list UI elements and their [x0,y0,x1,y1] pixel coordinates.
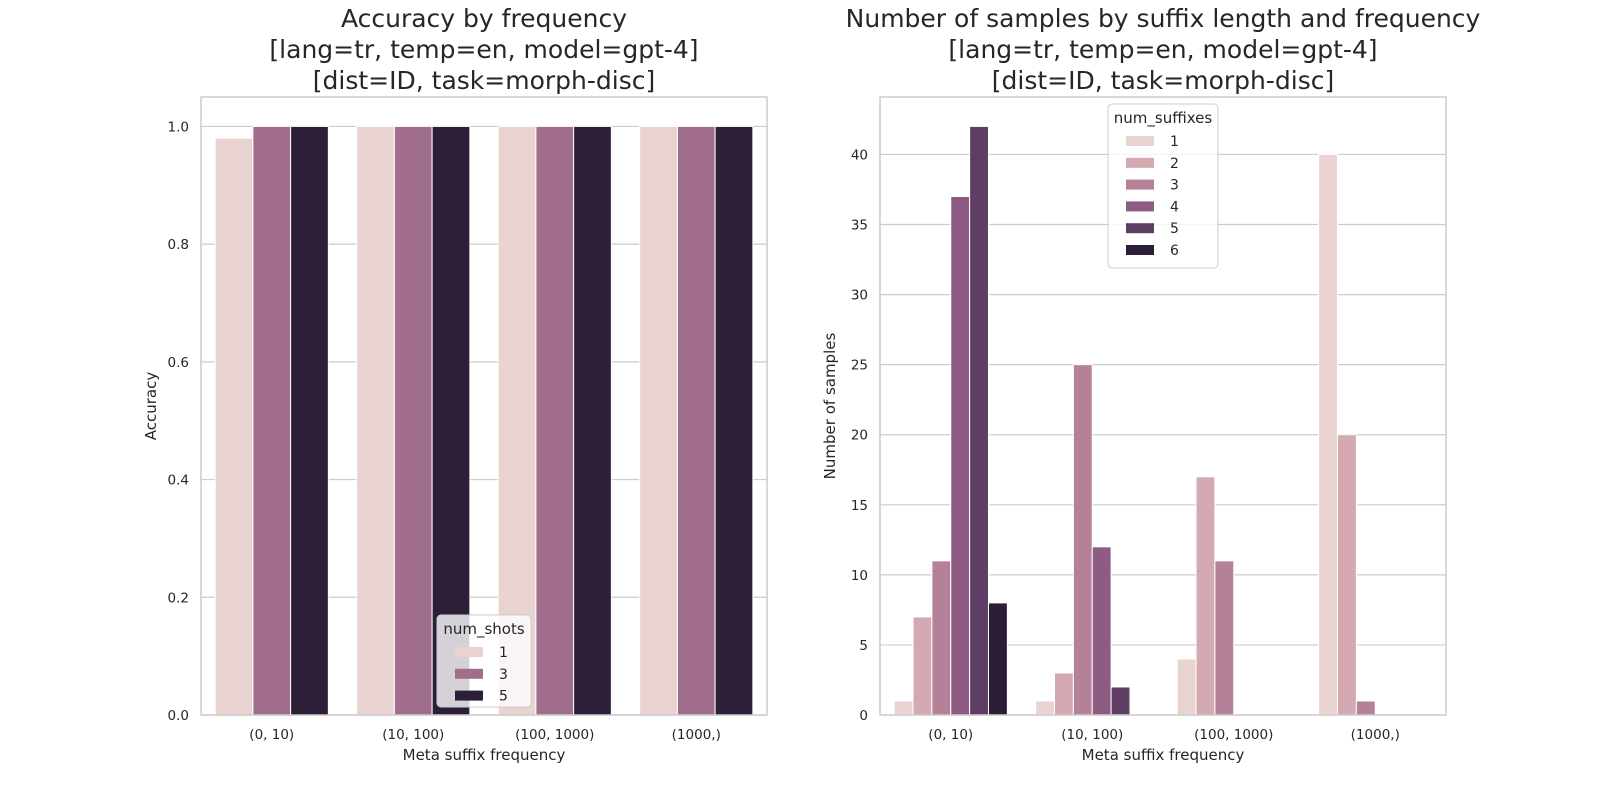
bar-series-4-cat-1 [1091,546,1112,716]
legend-label-1: 1 [499,645,508,661]
y-tick-label: 0.0 [168,708,189,724]
chart-title: Accuracy by frequency [lang=tr, temp=en, … [269,4,698,95]
chart-title-line: [lang=tr, temp=en, model=gpt-4] [948,35,1377,64]
y-tick-label: 40 [851,147,868,163]
x-tick-label: (0, 10) [928,727,973,743]
bar-series-1-cat-3 [639,125,678,716]
legend-title: num_shots [443,620,525,639]
legend-swatch-5 [455,690,483,701]
bar-series-1-cat-1 [1035,700,1056,716]
y-tick-label: 0 [859,708,868,724]
bar-series-3-cat-3 [676,125,716,716]
y-axis-label: Accuracy [142,372,160,441]
y-tick-label: 20 [851,428,868,444]
legend-label-6: 6 [1170,243,1179,259]
x-tick-label: (1000,) [1351,727,1400,743]
x-axis-label: Meta suffix frequency [403,746,566,764]
legend-label-5: 5 [1170,221,1179,237]
y-tick-label: 15 [851,498,868,514]
bar-series-5-cat-2 [573,125,612,716]
x-tick-label: (100, 1000) [515,727,594,743]
legend: num_suffixes 1 2 3 4 5 6 [1107,103,1219,269]
bar-series-3-cat-2 [535,125,575,716]
legend-swatch-1 [455,647,483,657]
bar-series-3-cat-1 [1072,364,1093,716]
bar-series-2-cat-1 [1054,672,1074,716]
y-tick-label: 5 [859,638,868,654]
legend-swatch-1 [1126,136,1154,146]
x-tick-label: (10, 100) [382,727,444,743]
bar-series-4-cat-0 [950,195,971,716]
x-tick-label: (1000,) [672,727,721,743]
bar-series-1-cat-0 [893,700,914,716]
legend-box [436,614,532,708]
chart-title-line: Accuracy by frequency [341,4,627,33]
chart-title-line: [lang=tr, temp=en, model=gpt-4] [269,35,698,64]
x-tick-label: (0, 10) [249,727,294,743]
legend-label-4: 4 [1170,199,1179,215]
bar-series-5-cat-1 [1110,686,1131,716]
y-tick-label: 35 [851,218,868,234]
y-tick-label: 1.0 [168,119,189,135]
legend: num_shots 1 3 5 [436,614,532,708]
bar-series-2-cat-3 [1337,434,1357,716]
bar-series-3-cat-0 [252,125,292,716]
chart-title-line: [dist=ID, task=morph-disc] [992,66,1334,95]
bar-series-2-cat-2 [1195,476,1216,716]
bar-series-1-cat-0 [214,137,254,716]
chart-title-line: Number of samples by suffix length and f… [846,4,1481,33]
legend-swatch-2 [1126,157,1154,168]
y-tick-label: 10 [851,568,868,584]
legend-box [1107,103,1219,269]
plot-frame [879,96,1447,716]
x-axis-label: Meta suffix frequency [1082,746,1245,764]
bar-series-1-cat-2 [1176,658,1197,716]
legend-swatch-3 [455,668,483,679]
legend-label-5: 5 [499,689,508,705]
chart-title: Number of samples by suffix length and f… [846,4,1481,95]
bar-series-3-cat-1 [393,125,433,716]
legend-swatch-5 [1126,223,1154,234]
bar-series-1-cat-1 [356,125,395,716]
bar-series-3-cat-2 [1214,560,1235,716]
bar-series-5-cat-0 [290,125,329,716]
legend-swatch-6 [1126,245,1154,255]
bar-series-2-cat-0 [912,616,933,716]
bar-series-3-cat-3 [1355,700,1376,716]
legend-label-1: 1 [1170,134,1179,150]
bar-series-5-cat-3 [714,125,754,716]
legend-label-3: 3 [1170,178,1179,194]
y-tick-label: 25 [851,358,868,374]
y-tick-label: 0.2 [168,590,189,606]
legend-label-2: 2 [1170,156,1179,172]
x-tick-label: (10, 100) [1061,727,1123,743]
x-tick-label: (100, 1000) [1194,727,1273,743]
plot-frame [200,96,768,716]
legend-swatch-4 [1126,201,1154,212]
bar-series-6-cat-0 [987,602,1008,716]
y-axis-label: Number of samples [821,333,839,480]
legend-swatch-3 [1126,179,1154,190]
bar-series-5-cat-0 [969,125,989,716]
y-tick-label: 0.6 [168,355,189,371]
bar-series-1-cat-3 [1318,153,1339,716]
accuracy-chart: 0.0 0.2 0.4 0.6 0.8 1.0 (0, 10) (10, 100) (100, … [142,4,768,764]
chart-title-line: [dist=ID, task=morph-disc] [313,66,655,95]
y-tick-label: 0.4 [168,473,189,489]
bar-series-3-cat-0 [931,560,952,716]
y-tick-label: 0.8 [168,237,189,253]
legend-title: num_suffixes [1114,109,1213,128]
y-tick-label: 30 [851,288,868,304]
legend-label-3: 3 [499,667,508,683]
